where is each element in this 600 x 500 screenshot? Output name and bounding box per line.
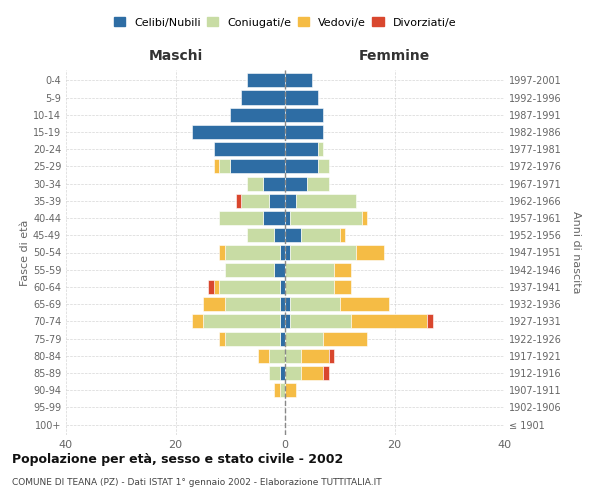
Bar [280, 297, 285, 311]
Bar [290, 297, 340, 311]
Legend: Celibi/Nubili, Coniugati/e, Vedovi/e, Divorziati/e: Celibi/Nubili, Coniugati/e, Vedovi/e, Di… [114, 17, 456, 28]
Bar [318, 142, 323, 156]
Bar [362, 211, 367, 225]
Bar [225, 297, 280, 311]
Bar [269, 366, 280, 380]
Bar [247, 176, 263, 190]
Bar [230, 108, 285, 122]
Bar [323, 366, 329, 380]
Bar [241, 194, 269, 208]
Bar [280, 366, 285, 380]
Bar [285, 332, 323, 345]
Bar [340, 297, 389, 311]
Bar [285, 74, 313, 88]
Bar [280, 332, 285, 345]
Bar [301, 348, 329, 363]
Bar [285, 176, 307, 190]
Bar [203, 314, 280, 328]
Bar [285, 160, 318, 173]
Bar [285, 383, 296, 398]
Bar [285, 246, 290, 260]
Bar [290, 246, 356, 260]
Bar [285, 348, 301, 363]
Bar [247, 74, 285, 88]
Bar [285, 366, 301, 380]
Bar [280, 314, 285, 328]
Bar [307, 176, 329, 190]
Bar [340, 228, 345, 242]
Text: COMUNE DI TEANA (PZ) - Dati ISTAT 1° gennaio 2002 - Elaborazione TUTTITALIA.IT: COMUNE DI TEANA (PZ) - Dati ISTAT 1° gen… [12, 478, 382, 487]
Bar [280, 246, 285, 260]
Y-axis label: Fasce di età: Fasce di età [20, 220, 30, 286]
Bar [285, 125, 323, 139]
Bar [230, 160, 285, 173]
Bar [323, 332, 367, 345]
Bar [263, 176, 285, 190]
Bar [285, 280, 334, 294]
Bar [285, 297, 290, 311]
Bar [192, 314, 203, 328]
Bar [427, 314, 433, 328]
Bar [247, 228, 274, 242]
Bar [257, 348, 269, 363]
Bar [285, 90, 318, 104]
Bar [290, 211, 362, 225]
Bar [220, 246, 225, 260]
Bar [285, 262, 334, 277]
Bar [219, 280, 280, 294]
Bar [236, 194, 241, 208]
Bar [214, 280, 220, 294]
Bar [214, 160, 220, 173]
Bar [285, 314, 290, 328]
Bar [225, 246, 280, 260]
Bar [274, 228, 285, 242]
Bar [280, 383, 285, 398]
Bar [274, 262, 285, 277]
Bar [203, 297, 225, 311]
Bar [280, 280, 285, 294]
Bar [318, 160, 329, 173]
Text: Popolazione per età, sesso e stato civile - 2002: Popolazione per età, sesso e stato civil… [12, 452, 343, 466]
Text: Femmine: Femmine [359, 48, 430, 62]
Bar [220, 160, 230, 173]
Text: Maschi: Maschi [148, 48, 203, 62]
Bar [269, 194, 285, 208]
Bar [285, 194, 296, 208]
Bar [290, 314, 351, 328]
Bar [329, 348, 334, 363]
Bar [356, 246, 383, 260]
Bar [225, 262, 274, 277]
Bar [334, 262, 350, 277]
Bar [285, 108, 323, 122]
Bar [214, 142, 285, 156]
Bar [208, 280, 214, 294]
Bar [301, 366, 323, 380]
Y-axis label: Anni di nascita: Anni di nascita [571, 211, 581, 294]
Bar [225, 332, 280, 345]
Bar [296, 194, 356, 208]
Bar [220, 332, 225, 345]
Bar [285, 142, 318, 156]
Bar [285, 228, 301, 242]
Bar [285, 211, 290, 225]
Bar [192, 125, 285, 139]
Bar [274, 383, 280, 398]
Bar [334, 280, 350, 294]
Bar [220, 211, 263, 225]
Bar [269, 348, 285, 363]
Bar [241, 90, 285, 104]
Bar [263, 211, 285, 225]
Bar [301, 228, 340, 242]
Bar [350, 314, 427, 328]
